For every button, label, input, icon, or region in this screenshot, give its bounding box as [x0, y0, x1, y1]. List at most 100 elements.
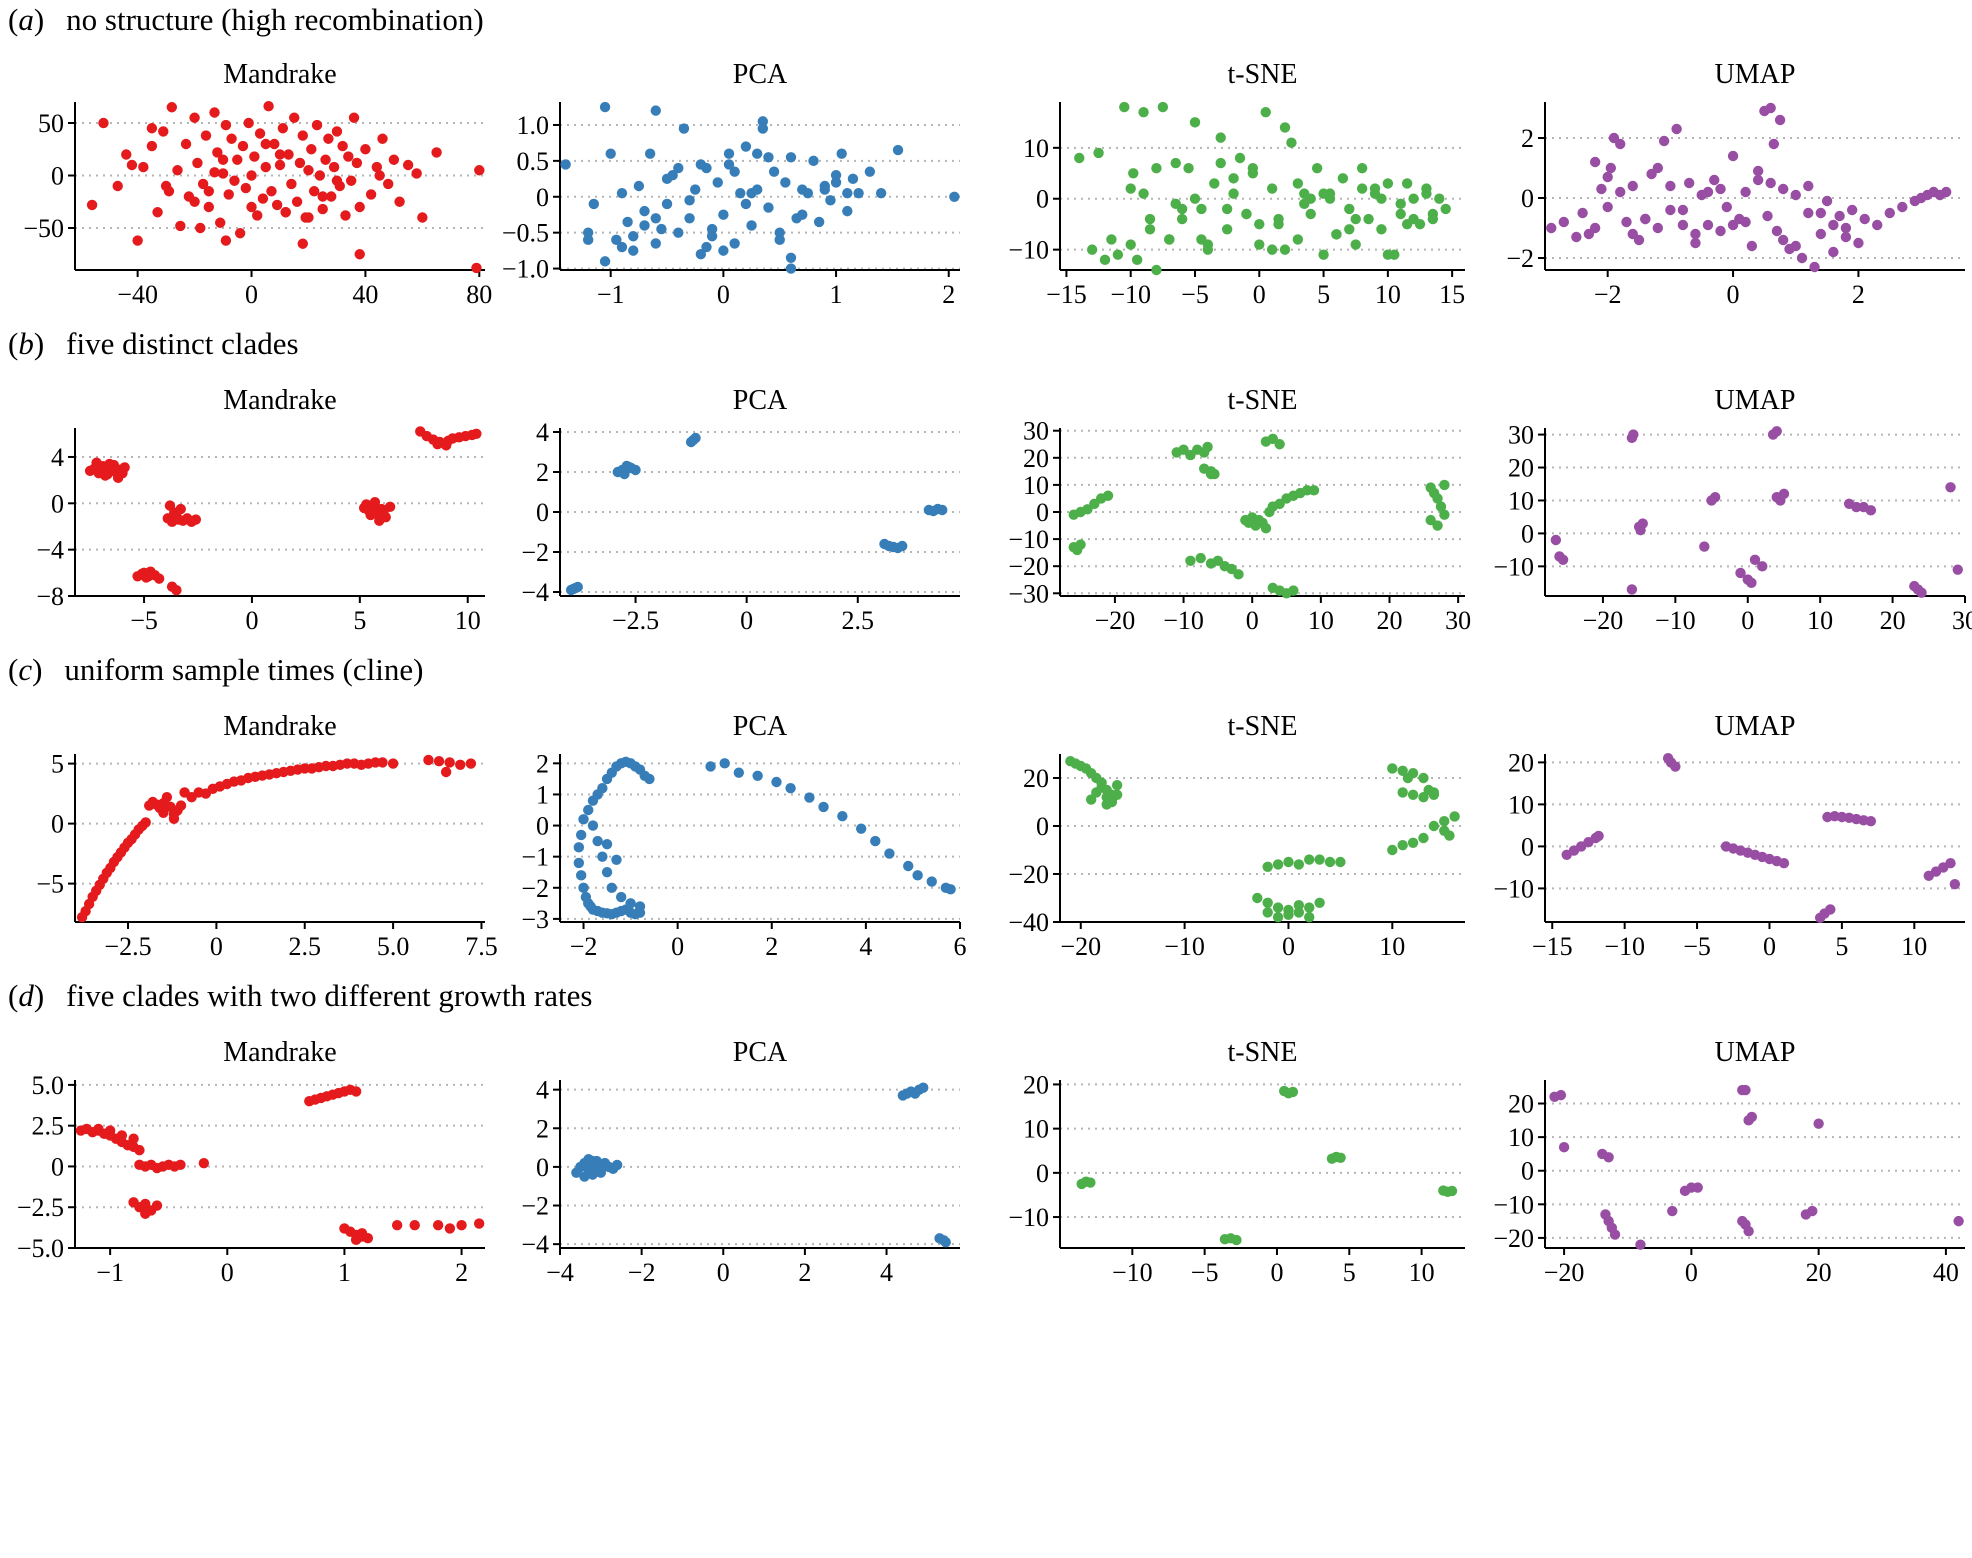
data-point	[1363, 213, 1374, 225]
data-point	[229, 175, 240, 186]
scatter-plot: t-SNE −10 0 10 20 −10 −5 0 5 10	[1008, 1037, 1465, 1287]
data-point	[212, 147, 223, 158]
data-point	[733, 767, 745, 778]
x-tick-label: 0	[1763, 932, 1776, 961]
data-point	[1940, 186, 1952, 198]
data-point	[813, 216, 825, 228]
data-point	[1628, 429, 1639, 440]
panel-title: UMAP	[1715, 385, 1796, 416]
y-tick-label: 50	[38, 109, 64, 138]
panel-d-tsne: t-SNE −10 0 10 20 −10 −5 0 5 10	[1008, 1028, 1465, 1288]
panel-b-mandrake: Mandrake −8 −4 0 4 −5 0 5 10	[36, 376, 485, 636]
data-point	[456, 1219, 467, 1231]
data-point	[1677, 219, 1689, 231]
data-point	[656, 223, 667, 235]
data-point	[257, 193, 269, 204]
data-point	[1311, 162, 1323, 174]
x-tick-label: 30	[1952, 606, 1972, 635]
data-point	[1715, 183, 1726, 195]
data-point	[465, 758, 477, 769]
x-tick-label: −10	[1163, 606, 1204, 635]
data-point	[746, 220, 757, 231]
data-point	[1715, 225, 1726, 237]
data-point	[1273, 213, 1284, 225]
y-tick-label: −20	[1008, 860, 1049, 889]
data-point	[1746, 1111, 1758, 1123]
data-point	[351, 157, 363, 169]
x-tick-label: −10	[1110, 280, 1151, 309]
x-tick-label: 20	[1376, 606, 1402, 635]
data-point	[1350, 213, 1361, 225]
data-points	[565, 432, 948, 596]
data-point	[1125, 239, 1136, 250]
data-point	[1602, 171, 1613, 183]
data-point	[140, 817, 151, 828]
x-tick-label: 2.5	[288, 932, 321, 961]
y-tick-label: 0	[51, 162, 64, 191]
data-point	[328, 161, 340, 173]
data-points	[573, 756, 956, 920]
data-point	[808, 155, 819, 167]
data-point	[1272, 912, 1284, 923]
data-point	[1627, 180, 1638, 192]
data-point	[1119, 101, 1130, 113]
data-point	[377, 757, 388, 768]
x-tick-label: −5	[1683, 932, 1711, 961]
scatter-plot: Mandrake −8 −4 0 4 −5 0 5 10	[36, 385, 485, 635]
data-point	[104, 1125, 116, 1136]
data-point	[260, 138, 271, 150]
y-tick-label: 0	[1036, 498, 1049, 527]
data-point	[1279, 122, 1291, 133]
data-point	[757, 123, 769, 134]
data-point	[1752, 165, 1764, 177]
data-point	[93, 1123, 104, 1135]
data-point	[112, 472, 124, 484]
data-point	[757, 116, 769, 127]
data-point	[1439, 816, 1450, 827]
data-point	[1677, 204, 1689, 216]
x-tick-label: 10	[1409, 1258, 1435, 1287]
data-point	[1215, 157, 1226, 169]
data-point	[1865, 505, 1877, 516]
data-point	[599, 1159, 611, 1171]
data-point	[1260, 106, 1271, 118]
data-point	[417, 212, 428, 223]
data-point	[215, 217, 226, 228]
data-point	[1407, 837, 1419, 848]
data-point	[1735, 567, 1746, 579]
data-point	[855, 823, 867, 834]
data-point	[661, 173, 673, 185]
data-point	[1897, 201, 1908, 213]
data-point	[1952, 564, 1963, 575]
data-point	[582, 227, 594, 238]
data-point	[1658, 135, 1670, 147]
data-point	[350, 1086, 362, 1097]
data-point	[623, 461, 635, 473]
data-point	[317, 191, 328, 202]
data-point	[1254, 218, 1265, 230]
data-point	[1683, 177, 1695, 189]
y-tick-label: 0	[1521, 832, 1534, 861]
x-tick-label: 0	[740, 606, 753, 635]
data-point	[1272, 859, 1284, 870]
y-tick-label: −1	[521, 843, 549, 872]
data-point	[394, 196, 405, 207]
data-point	[1446, 1185, 1458, 1197]
data-point	[254, 128, 266, 139]
y-tick-label: 0	[536, 183, 549, 212]
data-point	[1702, 219, 1714, 231]
data-point	[903, 860, 914, 872]
x-tick-label: 6	[954, 932, 967, 961]
data-point	[1546, 222, 1557, 234]
x-tick-label: 0	[210, 932, 223, 961]
data-point	[1602, 201, 1613, 213]
y-tick-label: 10	[1023, 1115, 1049, 1144]
data-point	[599, 101, 611, 113]
y-tick-label: 20	[1023, 444, 1049, 473]
data-point	[432, 1219, 444, 1231]
data-point	[303, 212, 314, 223]
data-point	[875, 187, 887, 199]
data-point	[639, 220, 650, 231]
data-point	[937, 504, 948, 516]
data-point	[587, 1169, 598, 1180]
